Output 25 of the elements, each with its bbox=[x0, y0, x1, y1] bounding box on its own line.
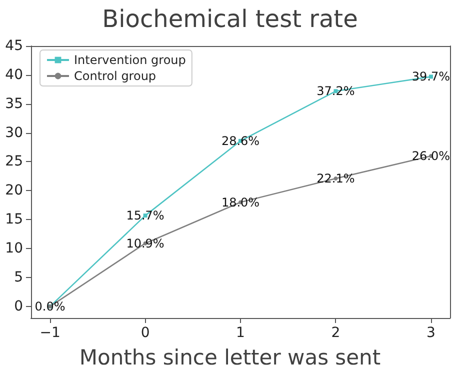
y-tick-label: 0 bbox=[14, 298, 23, 314]
x-tick-label: 1 bbox=[236, 325, 245, 341]
x-axis-title: Months since letter was sent bbox=[79, 346, 381, 370]
legend-label: Control group bbox=[74, 69, 156, 83]
data-label: 18.0% bbox=[221, 195, 260, 210]
x-tick-label: 3 bbox=[426, 325, 436, 341]
y-tick-label: 5 bbox=[14, 269, 23, 286]
x-tick-label: −1 bbox=[40, 325, 60, 341]
x-tick-label: 0 bbox=[140, 325, 150, 341]
y-tick-label: 10 bbox=[5, 240, 23, 257]
data-label: 22.1% bbox=[316, 172, 355, 186]
y-tick-label: 30 bbox=[5, 124, 23, 141]
y-tick-label: 40 bbox=[5, 66, 23, 83]
data-label: 0.0% bbox=[34, 299, 66, 314]
legend-label: Intervention group bbox=[74, 53, 186, 67]
y-tick-label: 15 bbox=[5, 212, 23, 228]
y-tick-label: 35 bbox=[5, 96, 23, 112]
chart-title: Biochemical test rate bbox=[102, 5, 358, 33]
data-label: 10.9% bbox=[126, 236, 164, 250]
y-tick-label: 25 bbox=[5, 154, 23, 170]
x-tick-label: 2 bbox=[331, 325, 340, 341]
y-tick-label: 45 bbox=[5, 38, 23, 54]
data-label: 39.7% bbox=[412, 70, 450, 84]
data-label: 26.0% bbox=[412, 148, 450, 163]
y-tick-label: 20 bbox=[5, 182, 23, 199]
